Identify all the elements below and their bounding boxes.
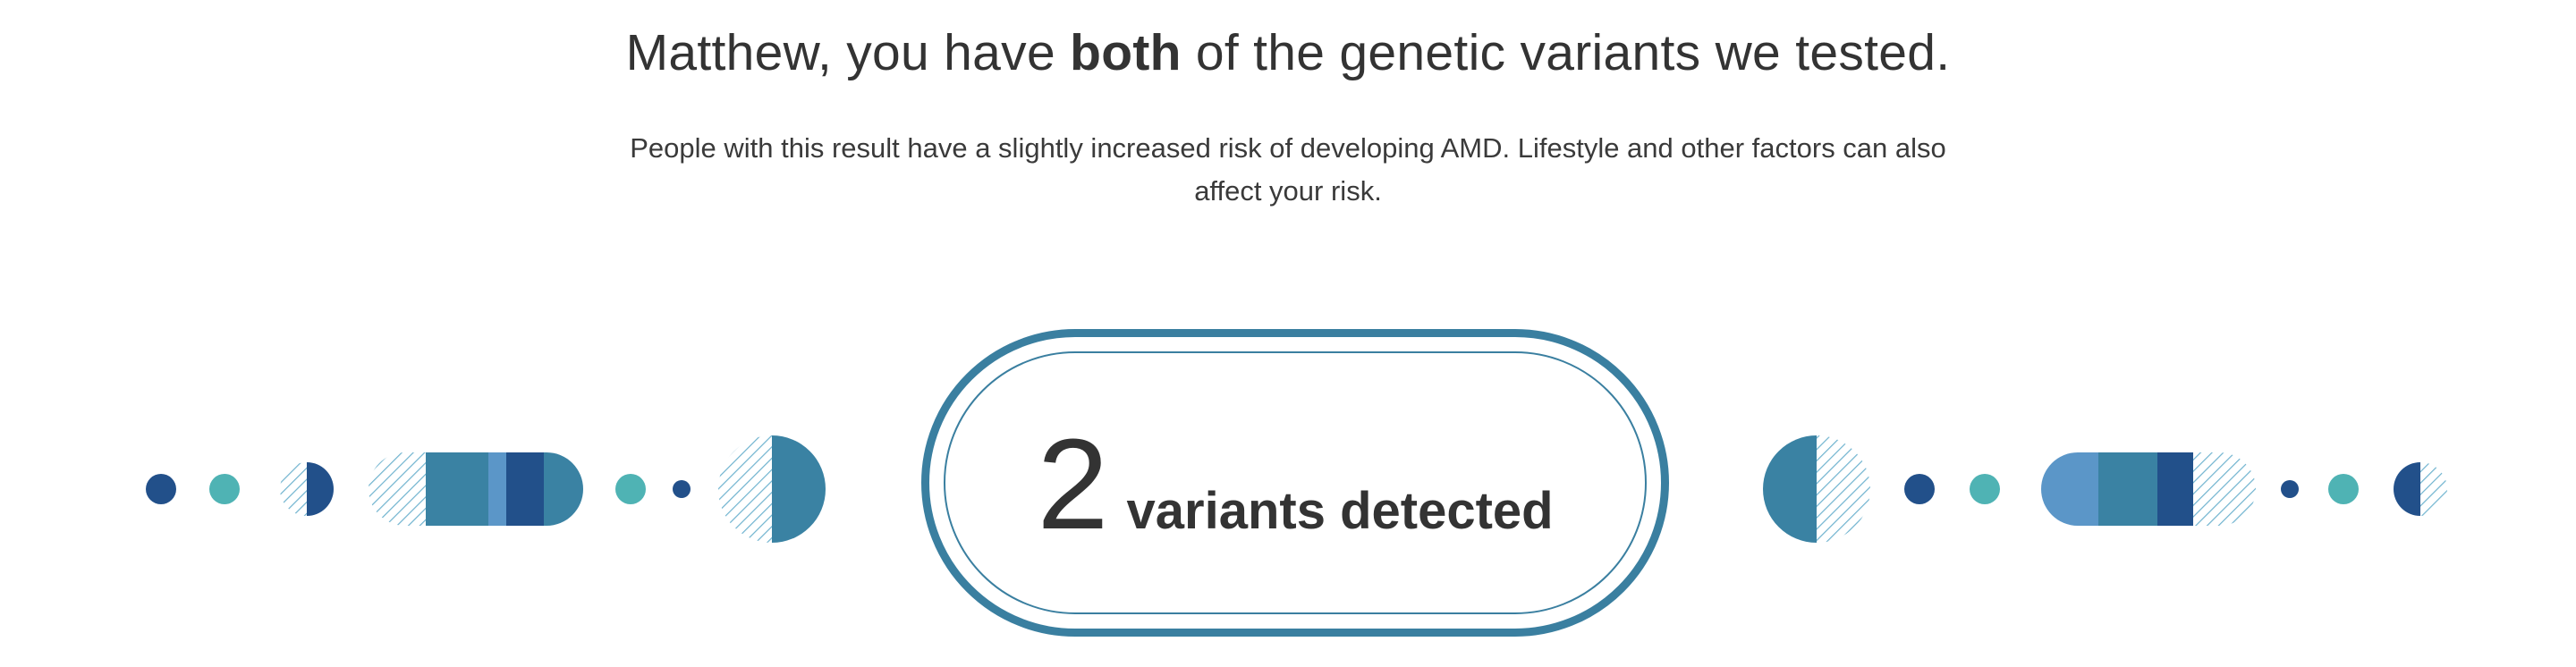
headline-suffix: of the genetic variants we tested.: [1181, 24, 1951, 81]
variant-count: 2: [1037, 412, 1109, 556]
variant-count-label: variants detected: [1126, 482, 1554, 540]
navy-dot-left-1: [146, 474, 176, 504]
description-line-2: affect your risk.: [1194, 175, 1382, 207]
half-circle-left-2: [718, 435, 826, 543]
result-headline: Matthew, you have both of the genetic va…: [0, 23, 2576, 82]
variant-count-group: 2 variants detected: [1037, 420, 1553, 549]
half-circle-left-1: [280, 462, 334, 516]
half-circle-right-1: [1763, 435, 1870, 543]
navy-dot-right-2: [2281, 480, 2299, 498]
description-line-1: People with this result have a slightly …: [630, 132, 1946, 164]
capsule-left: [369, 452, 583, 526]
result-pill: 2 variants detected: [921, 329, 1669, 637]
teal-dot-right-1: [1970, 474, 2000, 504]
result-pill-inner: 2 variants detected: [944, 351, 1647, 614]
result-description: People with this result have a slightly …: [590, 127, 1986, 213]
navy-dot-right-1: [1904, 474, 1935, 504]
headline-prefix: Matthew, you have: [625, 24, 1071, 81]
headline-bold: both: [1070, 24, 1182, 81]
navy-dot-left-2: [673, 480, 691, 498]
teal-dot-right-2: [2328, 474, 2359, 504]
capsule-right: [2041, 452, 2256, 526]
half-circle-right-2: [2394, 462, 2447, 516]
teal-dot-left-1: [209, 474, 240, 504]
teal-dot-left-2: [615, 474, 646, 504]
